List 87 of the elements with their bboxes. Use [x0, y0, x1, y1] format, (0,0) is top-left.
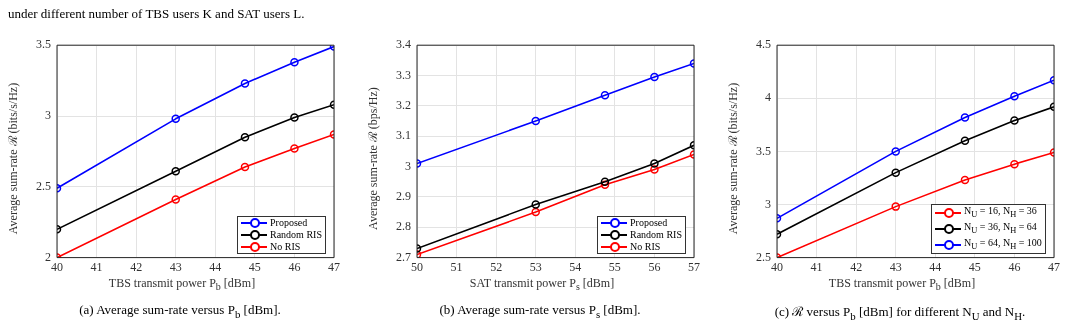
legend-label: Random RIS — [630, 228, 682, 241]
point — [600, 177, 610, 186]
x-tick-label: 40 — [771, 259, 783, 274]
point — [1010, 116, 1019, 125]
x-tick-label: 42 — [130, 259, 143, 274]
legend-label: Random RIS — [270, 228, 322, 241]
y-tick-label: 3 — [405, 158, 411, 173]
x-axis-title: TBS transmit power P$_{b}$ [dBm] — [107, 276, 257, 293]
text: (a) Average sum-rate versus P$_{b}$ [dBm]. — [78, 302, 282, 320]
x-tick-label: 53 — [529, 259, 542, 274]
legend-label: Proposed — [270, 216, 308, 229]
text: under different number of TBS users K and SAT users L. — [8, 6, 305, 22]
x-tick-label: 47 — [328, 259, 340, 274]
point — [600, 180, 610, 190]
text: (b) Average sum-rate versus P$_{s}$ [dBm]. — [438, 302, 642, 320]
point — [960, 136, 970, 146]
y-tick-label: 2.5 — [756, 249, 771, 264]
x-tick-label: 47 — [1048, 259, 1060, 274]
point — [171, 195, 180, 204]
point — [891, 202, 900, 211]
x-tick-label: 45 — [248, 259, 261, 274]
x-tick-label: 56 — [648, 259, 661, 274]
point — [600, 91, 610, 100]
x-tick-label: 52 — [490, 259, 503, 274]
legend-label: Proposed — [630, 216, 668, 229]
x-tick-label: 45 — [968, 259, 981, 274]
x-tick-label: 42 — [850, 259, 863, 274]
point — [290, 113, 299, 122]
y-tick-label: 2 — [45, 249, 51, 264]
y-tick-label: 4.5 — [756, 37, 771, 52]
point — [531, 207, 540, 217]
y-tick-label: 2.5 — [36, 178, 51, 193]
x-tick-label: 44 — [929, 259, 942, 274]
point — [650, 72, 659, 82]
y-axis-title: Average sum-rate ℛ (bits/s/Hz) — [4, 81, 21, 237]
x-tick-label: 41 — [90, 259, 103, 274]
y-axis-title: Average sum-rate ℛ (bps/Hz) — [364, 86, 381, 232]
point — [531, 200, 540, 209]
x-axis-title: TBS transmit power P$_{b}$ [dBm] — [827, 276, 977, 293]
y-axis-title: Average sum-rate ℛ (bits/s/Hz) — [724, 81, 741, 237]
y-tick-label: 3.5 — [36, 37, 51, 52]
legend-label: N$_{U}$ = 64, N$_{H}$ = 100 — [964, 236, 1042, 253]
point — [1010, 159, 1019, 169]
y-tick-label: 3.2 — [396, 98, 411, 113]
point — [891, 147, 900, 156]
y-tick-label: 3 — [45, 108, 51, 123]
y-tick-label: 3.3 — [396, 67, 411, 82]
y-tick-label: 2.8 — [396, 219, 411, 234]
y-tick-label: 3 — [765, 196, 771, 211]
point — [960, 113, 970, 122]
point — [240, 79, 250, 88]
y-tick-label: 3.5 — [756, 143, 771, 158]
legend-label: No RIS — [270, 240, 301, 253]
point — [1010, 91, 1019, 101]
x-tick-label: 55 — [608, 259, 621, 274]
x-tick-label: 54 — [569, 259, 582, 274]
legend-label: N$_{U}$ = 16, N$_{H}$ = 36 — [964, 204, 1037, 221]
point — [531, 116, 540, 126]
x-tick-label: 57 — [688, 259, 700, 274]
y-tick-label: 3.1 — [396, 128, 411, 143]
point — [650, 165, 659, 174]
legend-label: N$_{U}$ = 36, N$_{H}$ = 64 — [964, 220, 1037, 237]
point — [290, 57, 299, 67]
text: (c) ℛ versus P$_{b}$ [dBm] for different N$_{U}$ and N$_{H}$. — [773, 303, 1027, 322]
point — [290, 144, 299, 153]
point — [240, 162, 250, 172]
point — [171, 114, 180, 124]
point — [650, 159, 659, 168]
x-tick-label: 46 — [288, 259, 301, 274]
y-tick-label: 4 — [765, 90, 771, 105]
x-axis-title: SAT transmit power P$_{s}$ [dBm] — [468, 276, 616, 293]
y-tick-label: 2.9 — [396, 189, 411, 204]
point — [171, 166, 180, 176]
x-tick-label: 46 — [1008, 259, 1021, 274]
point — [960, 175, 970, 185]
point — [891, 168, 900, 177]
y-tick-label: 3.4 — [396, 37, 411, 52]
point — [240, 132, 250, 142]
legend-label: No RIS — [630, 240, 661, 253]
x-tick-label: 51 — [450, 259, 463, 274]
y-tick-label: 2.7 — [396, 249, 411, 264]
x-tick-label: 50 — [411, 259, 423, 274]
x-tick-label: 43 — [169, 259, 182, 274]
x-tick-label: 40 — [51, 259, 63, 274]
x-tick-label: 43 — [889, 259, 902, 274]
x-tick-label: 44 — [209, 259, 222, 274]
x-tick-label: 41 — [810, 259, 823, 274]
